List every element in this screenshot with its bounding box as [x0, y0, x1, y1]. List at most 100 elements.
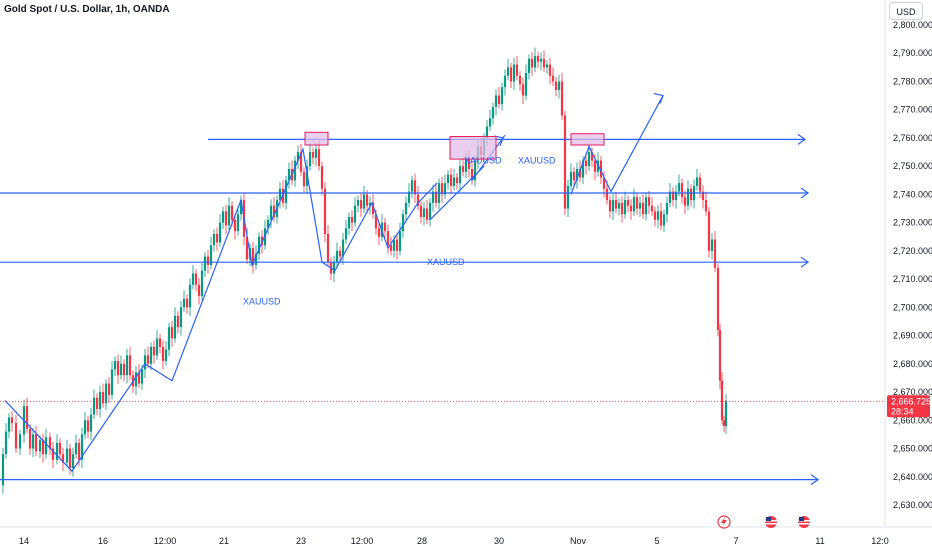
candle-body [605, 188, 609, 201]
candle-body [575, 169, 579, 181]
currency-selector[interactable]: USD [889, 2, 923, 20]
candle-body [173, 315, 177, 339]
candle-body [344, 228, 348, 240]
candle-body [239, 200, 243, 215]
lightning-icon[interactable] [717, 515, 731, 529]
candle-body [548, 64, 552, 76]
candle-body [164, 349, 168, 361]
candle-body [536, 56, 540, 62]
candle-body [236, 214, 240, 232]
candle-body [314, 149, 318, 158]
candle-body [326, 233, 330, 263]
candle-body [512, 64, 516, 82]
candle-body [18, 434, 22, 449]
candle-body [635, 197, 639, 209]
candle-body [284, 180, 288, 203]
candle-body [146, 355, 150, 364]
candle-body [587, 152, 591, 167]
supply-zone-box [449, 136, 497, 160]
y-tick-label: 2,740.000 [893, 189, 932, 199]
candle-body [524, 73, 528, 96]
candle-body [254, 253, 258, 265]
candle-body [431, 191, 435, 203]
x-tick-label: 12:00 [154, 536, 177, 546]
candle-body [527, 58, 531, 73]
candle-body [14, 423, 18, 449]
drawings-layer: XAUUSD XAUUSD XAUUSD XAUUSD [0, 93, 820, 486]
candle-body [638, 202, 642, 209]
candle-body [644, 197, 648, 215]
candle-body [545, 64, 549, 68]
candle-body [287, 169, 291, 181]
candle-body [707, 211, 711, 251]
path-arrowhead [493, 135, 504, 147]
candle-body [554, 81, 558, 90]
time-axis[interactable]: 14 16 12:00 21 23 12:00 28 30 Nov 5 7 11 12:0 [0, 526, 932, 546]
us-flag-icon[interactable] [798, 516, 810, 528]
candle-body [158, 338, 162, 347]
candle-body [140, 369, 144, 384]
y-tick-label: 2,750.000 [893, 161, 932, 171]
candle-body [55, 442, 59, 460]
candle-body [611, 200, 615, 212]
candle-body [500, 87, 504, 105]
candle-body [74, 442, 78, 455]
candle-body [38, 440, 42, 452]
candle-body [143, 355, 147, 370]
candle-body [677, 183, 681, 192]
candle-body [446, 174, 450, 184]
candle-body [89, 414, 93, 432]
candle-body [608, 200, 612, 212]
y-tick-label: 2,650.000 [893, 444, 932, 454]
candle-body [374, 214, 378, 229]
candle-body [563, 115, 567, 209]
us-flag-icon[interactable] [765, 516, 777, 528]
candle-body [659, 211, 663, 226]
candle-body [572, 171, 576, 181]
candle-body [44, 437, 48, 455]
candle-body [41, 440, 45, 455]
candle-body [590, 152, 594, 161]
candle-body [101, 392, 105, 404]
candle-body [341, 239, 345, 257]
candle-body [230, 205, 234, 220]
y-tick-label: 2,670.000 [893, 387, 932, 397]
y-tick-label: 2,720.000 [893, 246, 932, 256]
candle-body [209, 245, 213, 265]
candle-body [623, 200, 627, 215]
candle-body [212, 233, 216, 246]
y-tick-label: 2,660.000 [893, 415, 932, 425]
candle-body [722, 420, 726, 426]
candle-body [614, 200, 618, 209]
candle-body [485, 126, 489, 138]
candle-body [533, 56, 537, 68]
candle-body [497, 95, 501, 105]
candle-body [308, 152, 312, 167]
candle-body [10, 417, 14, 424]
y-tick-label: 2,770.000 [893, 105, 932, 115]
candle-body [317, 149, 321, 167]
candle-body [419, 205, 423, 217]
price-axis[interactable]: 2,630.000 2,640.000 2,650.000 2,660.000 2,67… [884, 0, 932, 527]
supply-zone-box [570, 133, 605, 146]
candle-body [716, 267, 720, 330]
candles-layer [1, 47, 728, 494]
candle-body [338, 250, 342, 257]
candle-body [641, 202, 645, 215]
candle-body [368, 202, 372, 206]
candle-body [221, 211, 225, 223]
candle-body [701, 191, 705, 201]
x-tick-label: 11 [815, 536, 824, 546]
x-tick-label: Nov [570, 536, 587, 546]
candle-body [227, 205, 231, 226]
candle-body [710, 239, 714, 251]
candle-body [188, 284, 192, 308]
event-icons-layer [717, 515, 810, 529]
candle-body [602, 177, 606, 189]
candle-body [698, 177, 702, 192]
candle-body [197, 284, 201, 297]
y-tick-label: 2,790.000 [893, 48, 932, 58]
x-tick-label: 5 [654, 536, 659, 546]
candle-body [233, 219, 237, 232]
